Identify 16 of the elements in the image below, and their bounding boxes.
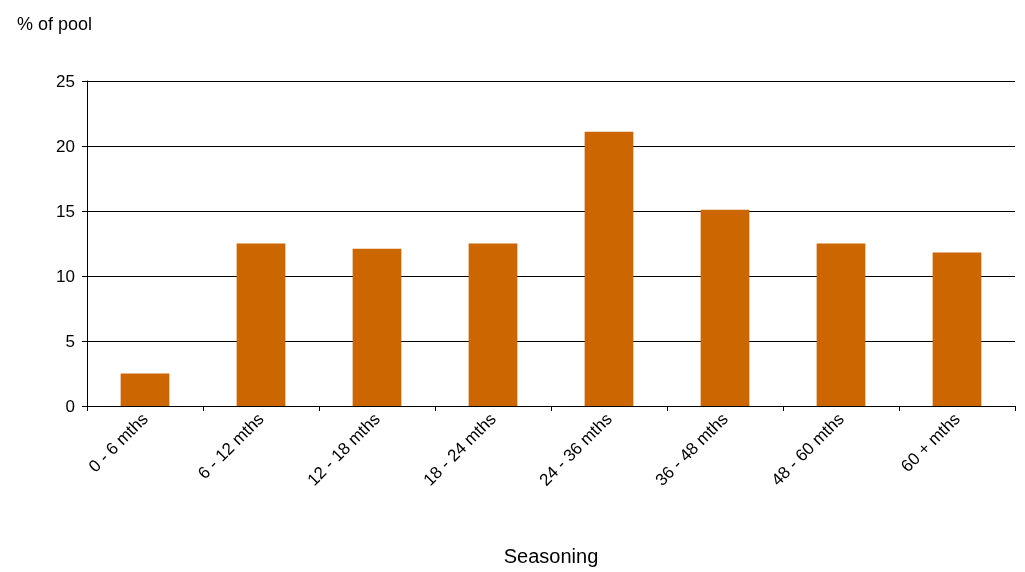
bar xyxy=(584,131,634,406)
bar xyxy=(352,248,402,406)
y-tick-label: 10 xyxy=(56,266,75,286)
y-tick-label: 25 xyxy=(56,71,75,91)
bar xyxy=(816,243,866,406)
bar xyxy=(932,252,982,406)
bar xyxy=(468,243,518,406)
bar xyxy=(236,243,286,406)
x-axis-title: Seasoning xyxy=(503,545,599,567)
y-axis-title: % of pool xyxy=(17,14,93,34)
bar xyxy=(120,373,170,406)
y-tick-label: 20 xyxy=(56,136,75,156)
y-tick-label: 5 xyxy=(65,331,75,351)
y-tick-label: 15 xyxy=(56,201,75,221)
bar xyxy=(700,209,750,406)
y-tick-label: 0 xyxy=(65,396,75,416)
